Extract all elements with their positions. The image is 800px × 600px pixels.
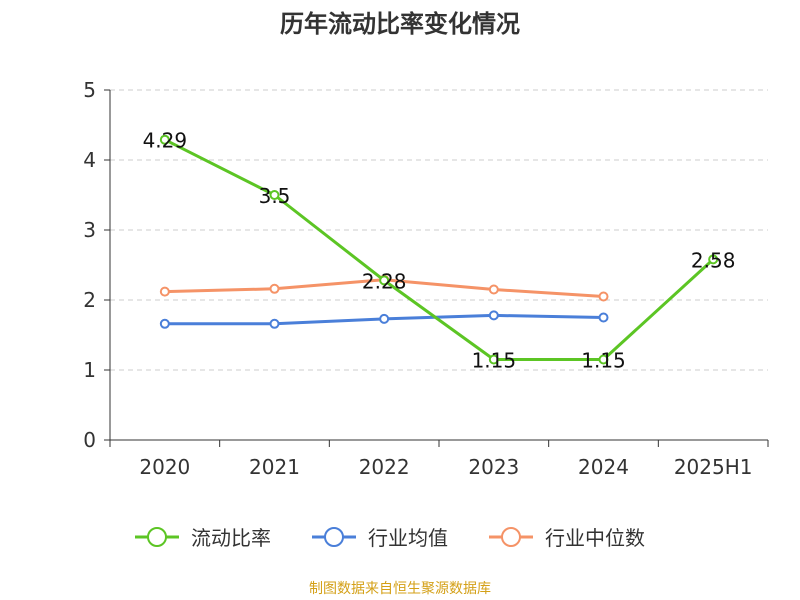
x-tick-label: 2023	[468, 455, 519, 479]
legend-item-0[interactable]: 流动比率	[135, 526, 271, 550]
data-label: 4.29	[143, 129, 188, 153]
data-label: 2.58	[691, 248, 736, 272]
data-point	[488, 354, 499, 365]
data-point	[269, 283, 280, 294]
data-point	[159, 134, 170, 145]
x-tick-label: 2025H1	[674, 455, 753, 479]
data-point	[379, 275, 390, 286]
y-tick-label: 5	[83, 78, 96, 102]
legend-label: 行业中位数	[545, 526, 645, 550]
legend: 流动比率 行业均值 行业中位数	[135, 526, 645, 550]
data-label: 2.28	[362, 269, 407, 293]
data-point	[159, 318, 170, 329]
y-tick-label: 0	[83, 428, 96, 452]
chart-title: 历年流动比率变化情况	[280, 10, 520, 38]
y-tick-label: 3	[83, 218, 96, 242]
data-point	[598, 291, 609, 302]
y-tick-label: 4	[83, 148, 96, 172]
series-lines	[159, 134, 719, 365]
data-label: 1.15	[472, 349, 517, 373]
x-tick-label: 2021	[249, 455, 300, 479]
source-note: 制图数据来自恒生聚源数据库	[309, 581, 491, 597]
legend-label: 流动比率	[191, 526, 271, 550]
legend-item-1[interactable]: 行业均值	[312, 526, 448, 550]
data-point	[598, 312, 609, 323]
axes: 0 1 2 3 4 5 2020 2021 2022 2023 2024 2025H1	[83, 78, 769, 479]
legend-label: 行业均值	[368, 526, 448, 550]
y-tick-label: 1	[83, 358, 96, 382]
legend-item-2[interactable]: 行业中位数	[489, 526, 645, 550]
data-point	[488, 284, 499, 295]
x-tick-label: 2024	[578, 455, 629, 479]
legend-marker	[501, 527, 521, 547]
data-label: 1.15	[581, 349, 626, 373]
legend-marker	[147, 527, 167, 547]
data-point	[708, 254, 719, 265]
data-point	[159, 286, 170, 297]
grid-lines	[110, 89, 768, 371]
data-point	[598, 354, 609, 365]
data-point	[379, 313, 390, 324]
data-point	[269, 318, 280, 329]
y-tick-label: 2	[83, 288, 96, 312]
x-tick-label: 2022	[359, 455, 410, 479]
data-label: 3.5	[259, 184, 291, 208]
data-point	[269, 190, 280, 200]
legend-marker	[324, 527, 344, 547]
x-tick-label: 2020	[139, 455, 190, 479]
data-point	[488, 310, 499, 321]
data-labels: 4.29 3.5 2.28 1.15 1.15 2.58	[143, 129, 736, 373]
series-line-0	[164, 138, 715, 361]
